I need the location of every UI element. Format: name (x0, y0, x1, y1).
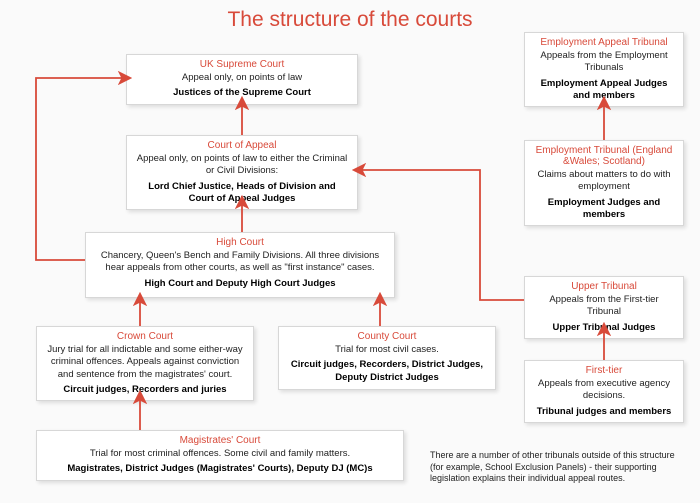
box-desc: Chancery, Queen's Bench and Family Divis… (94, 250, 386, 275)
box-judges: Employment Judges and members (533, 197, 675, 222)
box-emp-tribunal: Employment Tribunal (England &Wales; Sco… (524, 140, 684, 226)
box-judges: Magistrates, District Judges (Magistrate… (45, 463, 395, 475)
box-desc: Appeals from the Employment Tribunals (533, 50, 675, 75)
box-desc: Appeal only, on points of law to either … (135, 153, 349, 178)
box-supreme: UK Supreme Court Appeal only, on points … (126, 54, 358, 105)
box-emp-appeal: Employment Appeal Tribunal Appeals from … (524, 32, 684, 107)
page-title: The structure of the courts (0, 8, 700, 32)
box-judges: Tribunal judges and members (533, 406, 675, 418)
footnote: There are a number of other tribunals ou… (430, 450, 690, 485)
box-first-tier: First-tier Appeals from executive agency… (524, 360, 684, 423)
box-county: County Court Trial for most civil cases.… (278, 326, 496, 390)
box-title: Crown Court (45, 331, 245, 342)
box-desc: Claims about matters to do with employme… (533, 169, 675, 194)
box-title: High Court (94, 237, 386, 248)
box-judges: High Court and Deputy High Court Judges (94, 278, 386, 290)
box-title: Upper Tribunal (533, 281, 675, 292)
box-title: Employment Appeal Tribunal (533, 37, 675, 48)
box-desc: Trial for most criminal offences. Some c… (45, 448, 395, 460)
box-judges: Upper Tribunal Judges (533, 322, 675, 334)
box-judges: Justices of the Supreme Court (135, 87, 349, 99)
box-judges: Employment Appeal Judges and members (533, 78, 675, 103)
box-crown: Crown Court Jury trial for all indictabl… (36, 326, 254, 401)
box-judges: Lord Chief Justice, Heads of Division an… (135, 181, 349, 206)
box-title: Court of Appeal (135, 140, 349, 151)
box-desc: Jury trial for all indictable and some e… (45, 344, 245, 381)
box-title: First-tier (533, 365, 675, 376)
box-desc: Trial for most civil cases. (287, 344, 487, 356)
box-title: Employment Tribunal (England &Wales; Sco… (533, 145, 675, 167)
box-appeal: Court of Appeal Appeal only, on points o… (126, 135, 358, 210)
box-judges: Circuit judges, Recorders, District Judg… (287, 359, 487, 384)
box-desc: Appeals from the First-tier Tribunal (533, 294, 675, 319)
box-title: County Court (287, 331, 487, 342)
box-desc: Appeal only, on points of law (135, 72, 349, 84)
box-judges: Circuit judges, Recorders and juries (45, 384, 245, 396)
box-title: UK Supreme Court (135, 59, 349, 70)
box-magistrates: Magistrates' Court Trial for most crimin… (36, 430, 404, 481)
box-desc: Appeals from executive agency decisions. (533, 378, 675, 403)
box-upper: Upper Tribunal Appeals from the First-ti… (524, 276, 684, 339)
box-high: High Court Chancery, Queen's Bench and F… (85, 232, 395, 298)
box-title: Magistrates' Court (45, 435, 395, 446)
